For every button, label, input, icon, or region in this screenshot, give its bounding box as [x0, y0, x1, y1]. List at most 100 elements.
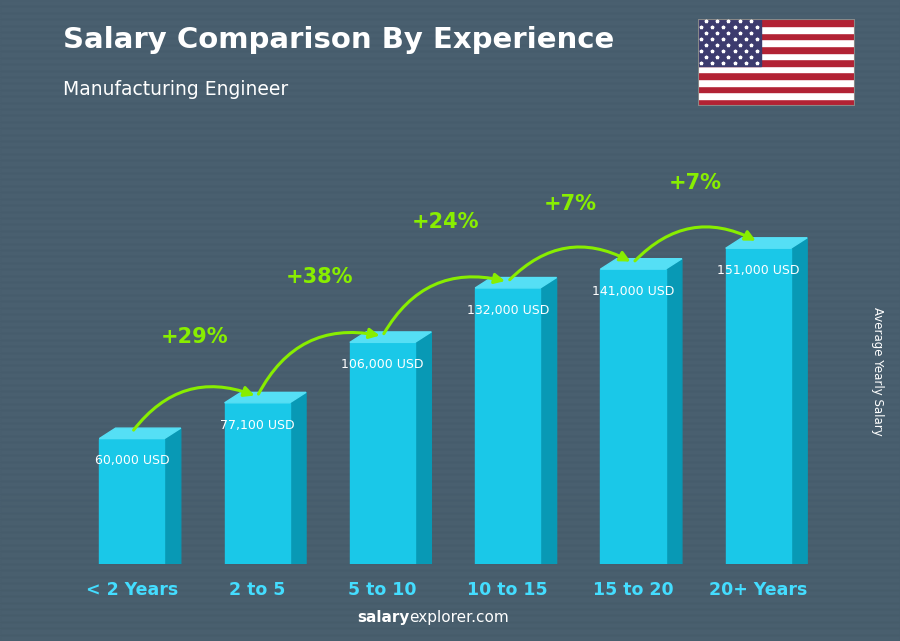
Bar: [0, 45, 900, 51]
Bar: [0, 276, 900, 282]
Bar: [475, 288, 540, 564]
Bar: [0, 327, 900, 333]
Bar: [0, 6, 900, 13]
Bar: [0, 51, 900, 58]
Polygon shape: [290, 392, 306, 564]
Bar: [698, 33, 855, 39]
Bar: [0, 128, 900, 135]
Bar: [0, 583, 900, 590]
Bar: [698, 59, 855, 66]
Bar: [698, 72, 855, 79]
Bar: [0, 353, 900, 359]
Bar: [0, 410, 900, 417]
Bar: [0, 71, 900, 77]
Bar: [698, 26, 855, 33]
Text: Average Yearly Salary: Average Yearly Salary: [871, 308, 884, 436]
Text: 106,000 USD: 106,000 USD: [341, 358, 424, 371]
Bar: [0, 359, 900, 365]
Bar: [0, 173, 900, 179]
Bar: [698, 39, 855, 46]
Bar: [698, 79, 855, 86]
Bar: [0, 263, 900, 269]
Bar: [0, 13, 900, 19]
Bar: [0, 449, 900, 455]
Bar: [0, 526, 900, 532]
Text: Manufacturing Engineer: Manufacturing Engineer: [63, 80, 288, 99]
Polygon shape: [666, 259, 682, 564]
Bar: [0, 96, 900, 103]
Bar: [0, 77, 900, 83]
Bar: [698, 92, 855, 99]
Polygon shape: [225, 392, 306, 403]
Text: salary: salary: [357, 610, 410, 625]
Bar: [0, 564, 900, 570]
Polygon shape: [600, 259, 682, 269]
Text: 60,000 USD: 60,000 USD: [94, 454, 169, 467]
Bar: [0, 500, 900, 506]
Bar: [0, 179, 900, 186]
Text: explorer.com: explorer.com: [410, 610, 509, 625]
Bar: [350, 342, 415, 564]
Bar: [0, 314, 900, 320]
Bar: [698, 46, 855, 53]
Text: +29%: +29%: [161, 327, 229, 347]
Bar: [99, 438, 165, 564]
Bar: [0, 135, 900, 141]
Text: +38%: +38%: [286, 267, 354, 287]
Bar: [0, 308, 900, 314]
Bar: [0, 64, 900, 71]
Bar: [0, 436, 900, 442]
Bar: [0, 423, 900, 429]
Bar: [0, 115, 900, 122]
Bar: [0, 442, 900, 449]
Polygon shape: [415, 332, 431, 564]
Bar: [0, 622, 900, 628]
Bar: [0, 205, 900, 212]
Bar: [0, 244, 900, 250]
Bar: [0, 417, 900, 423]
Bar: [0, 212, 900, 218]
Bar: [0, 103, 900, 109]
Bar: [0, 474, 900, 481]
Bar: [0, 282, 900, 288]
Bar: [0, 519, 900, 526]
Bar: [0, 397, 900, 404]
Text: 132,000 USD: 132,000 USD: [466, 304, 549, 317]
Bar: [0, 570, 900, 577]
Bar: [698, 53, 855, 59]
Bar: [0, 58, 900, 64]
Bar: [0, 551, 900, 558]
Bar: [0, 346, 900, 353]
Bar: [0, 506, 900, 513]
Bar: [0, 250, 900, 256]
Text: +7%: +7%: [544, 194, 597, 213]
Bar: [0, 609, 900, 615]
Bar: [0, 468, 900, 474]
Bar: [0, 603, 900, 609]
Bar: [0, 596, 900, 603]
Bar: [698, 86, 855, 92]
Bar: [0, 224, 900, 231]
Bar: [0, 455, 900, 462]
Bar: [0, 538, 900, 545]
Text: 151,000 USD: 151,000 USD: [717, 264, 799, 277]
Bar: [698, 66, 855, 72]
Polygon shape: [725, 238, 807, 248]
Bar: [0, 494, 900, 500]
Bar: [0, 404, 900, 410]
Bar: [0, 147, 900, 154]
Polygon shape: [791, 238, 807, 564]
Bar: [0, 615, 900, 622]
Bar: [0, 199, 900, 205]
Bar: [698, 13, 760, 66]
Polygon shape: [99, 428, 181, 438]
Bar: [600, 269, 666, 564]
Text: 77,100 USD: 77,100 USD: [220, 419, 294, 431]
Bar: [0, 558, 900, 564]
Bar: [0, 590, 900, 596]
Bar: [0, 90, 900, 96]
Bar: [0, 545, 900, 551]
Bar: [0, 38, 900, 45]
Bar: [0, 19, 900, 26]
Bar: [0, 218, 900, 224]
